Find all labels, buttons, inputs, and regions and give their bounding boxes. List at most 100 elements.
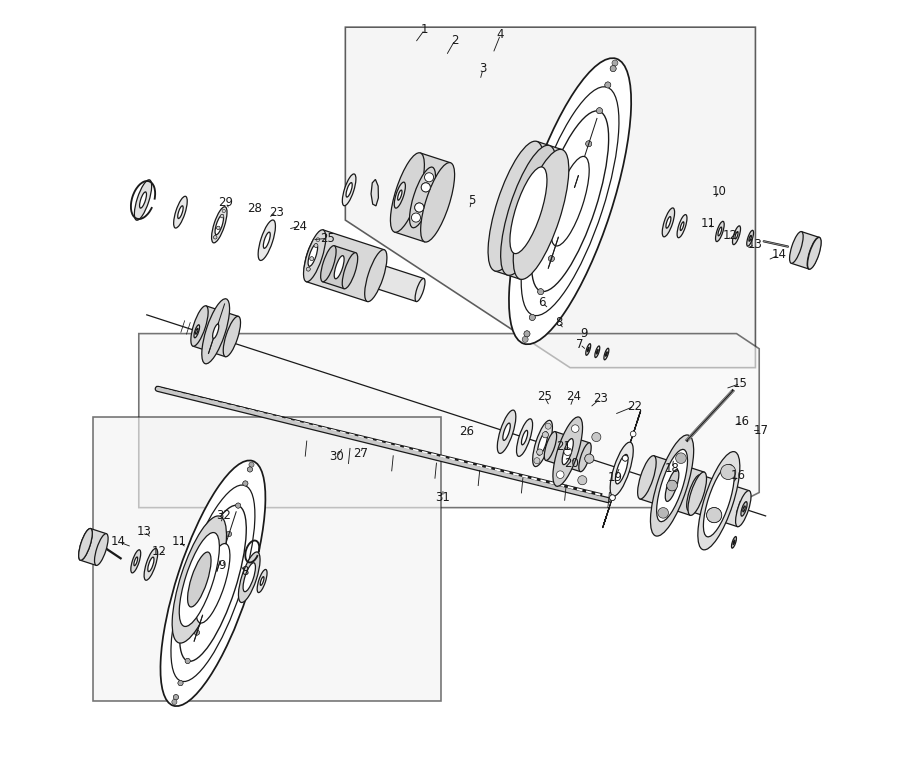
Circle shape [610,66,616,71]
Ellipse shape [680,222,684,230]
Text: 28: 28 [247,202,262,215]
Ellipse shape [79,528,92,560]
Ellipse shape [733,540,735,544]
Circle shape [222,209,225,213]
Ellipse shape [514,149,568,280]
Circle shape [249,462,254,467]
Circle shape [529,315,535,321]
Text: 8: 8 [241,565,249,578]
Polygon shape [322,246,356,289]
Circle shape [205,597,210,603]
Polygon shape [791,232,820,269]
Ellipse shape [638,456,656,499]
Circle shape [172,700,177,704]
Polygon shape [306,230,384,302]
Text: 9: 9 [218,559,225,572]
Ellipse shape [304,230,326,282]
Ellipse shape [415,278,425,302]
Ellipse shape [258,220,276,261]
Ellipse shape [521,86,619,315]
Polygon shape [394,153,451,242]
Text: 11: 11 [701,217,716,230]
Polygon shape [371,180,378,206]
Circle shape [235,503,241,508]
Ellipse shape [677,215,687,238]
Circle shape [622,456,628,461]
Circle shape [214,236,217,239]
Circle shape [667,481,677,491]
Circle shape [524,330,530,337]
Ellipse shape [489,141,543,271]
Ellipse shape [544,431,557,460]
Ellipse shape [703,465,735,537]
Circle shape [564,448,571,456]
Ellipse shape [79,528,92,560]
Ellipse shape [538,432,548,455]
Ellipse shape [687,475,702,511]
Ellipse shape [398,190,402,200]
Text: 25: 25 [537,390,551,403]
Text: 11: 11 [172,535,187,548]
Polygon shape [546,431,590,471]
Circle shape [720,465,735,480]
Circle shape [524,330,530,337]
Circle shape [425,173,434,182]
Ellipse shape [735,490,751,527]
Polygon shape [346,27,755,368]
Ellipse shape [749,236,752,241]
Circle shape [574,179,579,184]
Circle shape [310,257,313,261]
Text: 24: 24 [567,390,581,403]
Circle shape [585,454,594,463]
Ellipse shape [747,230,753,246]
Text: 19: 19 [608,471,623,484]
Circle shape [415,203,424,212]
Ellipse shape [243,562,255,592]
Circle shape [316,238,320,242]
Circle shape [185,659,190,663]
Ellipse shape [605,352,607,356]
Polygon shape [80,528,107,565]
Polygon shape [139,334,759,508]
Text: 21: 21 [557,440,571,453]
Circle shape [667,481,677,491]
Ellipse shape [172,516,226,643]
Ellipse shape [662,208,674,236]
Circle shape [314,243,318,247]
Ellipse shape [213,324,219,339]
Text: 30: 30 [330,450,345,463]
Circle shape [411,213,420,222]
Text: 24: 24 [293,220,307,233]
Circle shape [173,694,179,700]
Circle shape [560,218,567,224]
Ellipse shape [666,217,671,228]
Circle shape [610,66,616,71]
Text: 15: 15 [733,377,748,390]
Circle shape [538,289,543,295]
Ellipse shape [409,167,436,227]
Ellipse shape [594,346,600,358]
Text: 7: 7 [577,338,584,351]
Ellipse shape [510,167,547,254]
Ellipse shape [735,232,738,239]
Ellipse shape [587,347,589,352]
Text: 23: 23 [269,206,284,219]
Ellipse shape [532,111,609,292]
Circle shape [185,659,190,663]
Ellipse shape [260,577,264,585]
Circle shape [310,257,313,261]
Text: 12: 12 [723,229,738,242]
Circle shape [707,508,722,523]
Text: 5: 5 [468,194,475,207]
Ellipse shape [191,305,208,346]
Text: 26: 26 [459,425,474,438]
Text: 16: 16 [731,469,745,482]
Circle shape [314,243,318,247]
Circle shape [596,108,603,114]
Ellipse shape [503,423,510,440]
Circle shape [549,255,554,262]
Ellipse shape [374,265,383,288]
Text: 20: 20 [564,457,579,470]
Circle shape [214,236,217,239]
Circle shape [658,508,668,518]
